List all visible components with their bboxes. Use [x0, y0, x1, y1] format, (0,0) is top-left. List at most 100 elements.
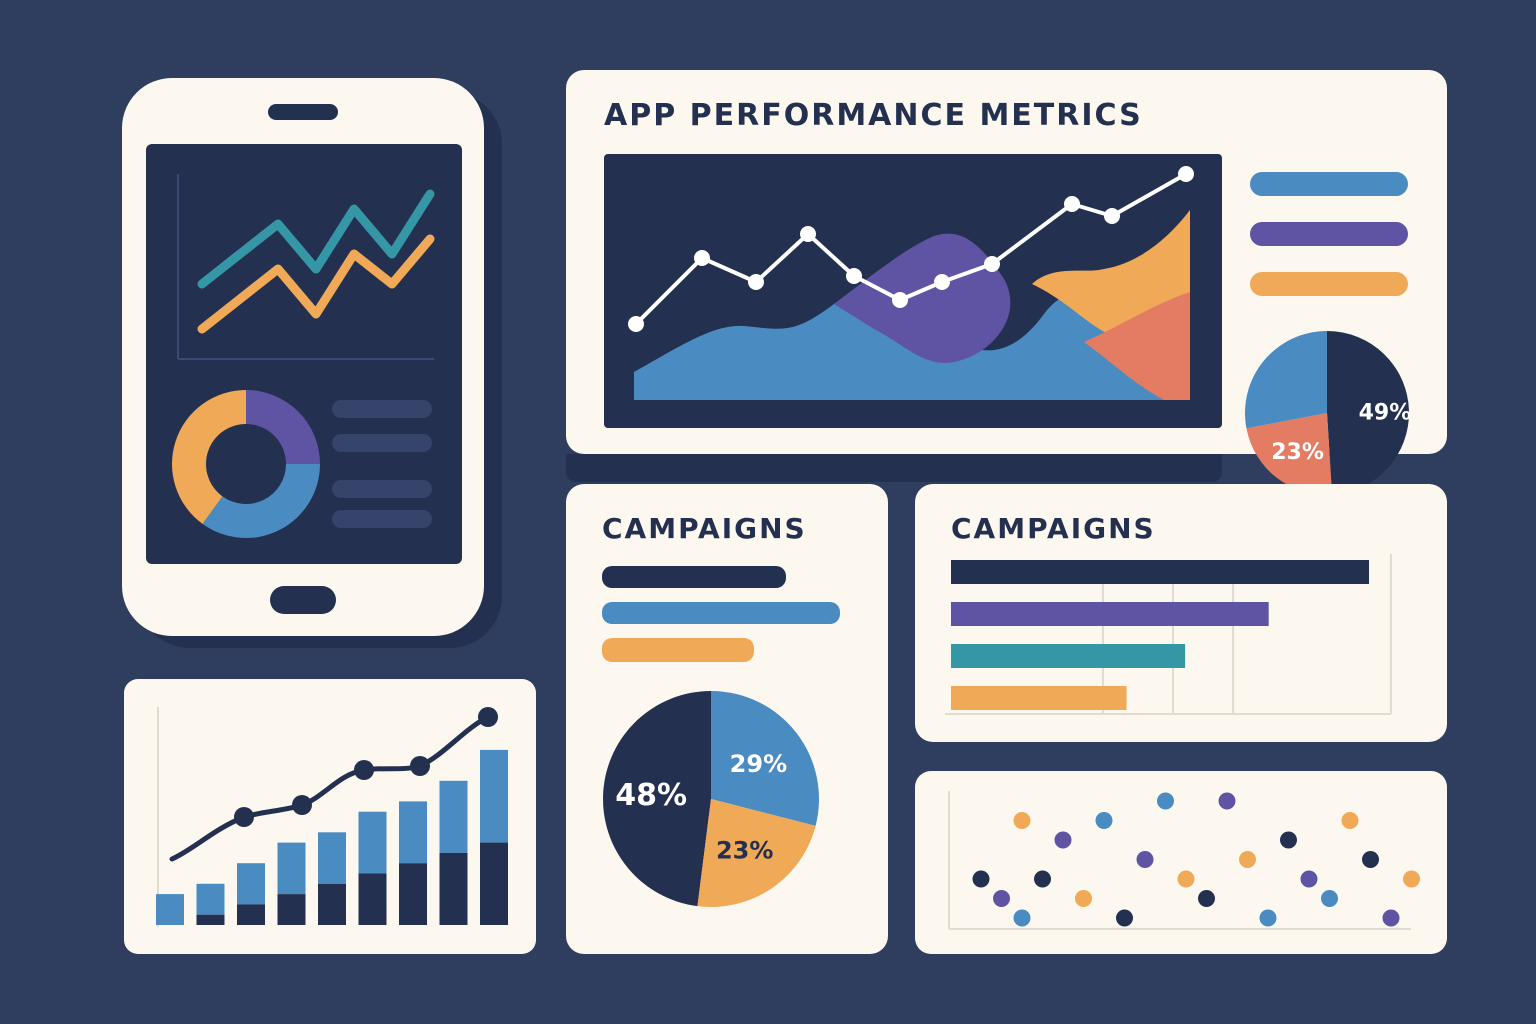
scatter-point [1116, 909, 1133, 927]
campaigns-pie-slice-navy [602, 691, 711, 907]
campaigns-pie-slice-blue [711, 691, 819, 826]
growth-bar-blue [439, 780, 468, 853]
scatter-point [1075, 890, 1092, 907]
scatter-point [1218, 792, 1236, 810]
metrics-pie-chart: 49% 23% [1245, 331, 1412, 495]
campaigns-pie-chart: 48% 29% 23% [602, 691, 819, 907]
metrics-line-point [984, 256, 1000, 272]
phone-line-chart [177, 174, 435, 360]
scatter-point [1321, 890, 1338, 907]
scatter-point [1136, 851, 1154, 868]
growth-line-point [234, 807, 254, 827]
campaigns-right-card: CAMPAIGNS [915, 484, 1447, 742]
scatter-point [1341, 812, 1359, 829]
metrics-pie-slice-coral [1246, 413, 1333, 495]
scatter-point [1013, 909, 1031, 927]
scatter-point [1382, 909, 1400, 927]
metrics-line-point [694, 250, 710, 266]
growth-bar-blue [399, 801, 427, 864]
phone-placeholder-row [332, 510, 432, 528]
hbar-teal [951, 644, 1186, 668]
scatter-card [915, 771, 1447, 954]
campaigns-pie-label: 48% [615, 778, 687, 813]
metrics-scroll-bar[interactable] [566, 454, 1222, 482]
metrics-title: APP PERFORMANCE METRICS [604, 98, 1143, 133]
scatter-point [1095, 812, 1113, 829]
growth-bar-navy [439, 852, 468, 925]
metrics-pie-slice-blue [1245, 331, 1327, 429]
campaigns-right-title: CAMPAIGNS [951, 512, 1156, 545]
phone-placeholder-row [332, 480, 432, 498]
phone-device [122, 78, 484, 636]
metrics-chart-frame [604, 154, 1222, 428]
growth-bar-blue [480, 749, 508, 843]
hbar-navy [951, 560, 1369, 584]
growth-bar-navy [480, 842, 508, 925]
growth-bar-navy [196, 914, 225, 925]
growth-line [169, 714, 491, 862]
growth-line-point [292, 795, 312, 815]
phone-speaker [268, 104, 338, 120]
scatter-point [1054, 831, 1072, 849]
campaign-bar-blue [602, 602, 840, 624]
scatter-point [993, 890, 1010, 907]
metrics-line-point [892, 292, 908, 308]
phone-screen [146, 144, 462, 564]
metrics-line-point [934, 274, 950, 290]
growth-bar-blue [237, 863, 265, 905]
growth-bar-blue [358, 811, 387, 874]
campaigns-left-title: CAMPAIGNS [602, 512, 807, 545]
campaigns-pie-slice-orange [697, 799, 816, 907]
phone-donut-slice-orange [171, 390, 246, 524]
legend-bar-blue [1250, 172, 1408, 196]
metrics-line-point [1104, 208, 1120, 224]
area-coral [1084, 292, 1190, 400]
hbar-orange [951, 686, 1127, 710]
growth-bar-navy [399, 863, 427, 925]
phone-placeholder-row [332, 400, 432, 418]
scatter-point [1259, 909, 1277, 927]
phone-donut-chart [171, 390, 320, 538]
scatter-point [972, 870, 990, 888]
metrics-area-chart [628, 166, 1194, 400]
phone-home-button[interactable] [270, 586, 336, 614]
scatter-point [1177, 870, 1195, 888]
growth-bar-navy [277, 894, 306, 925]
area-purple [834, 233, 1011, 363]
scatter-point [1034, 870, 1051, 888]
metrics-line-point [1064, 196, 1080, 212]
campaigns-horizontal-bar-chart [945, 554, 1392, 715]
metrics-line-point [628, 316, 644, 332]
growth-bar-navy [237, 904, 265, 925]
phone-donut-slice-purple [246, 390, 320, 464]
hbar-purple [951, 602, 1269, 626]
scatter-point [1403, 870, 1420, 888]
metrics-line-point [748, 274, 764, 290]
metrics-line-point [846, 268, 862, 284]
campaigns-pie-label: 29% [730, 750, 787, 778]
scatter-point [1013, 812, 1031, 829]
growth-bar-navy [318, 883, 346, 925]
growth-bar-blue [318, 832, 346, 884]
metrics-pie-label: 49% [1359, 400, 1412, 425]
phone-line-series-orange [197, 234, 435, 334]
phone-donut-slice-blue [202, 464, 320, 538]
phone-line-series-teal [197, 189, 435, 289]
dots-scatter-chart [948, 791, 1420, 930]
growth-bar-blue [277, 842, 306, 895]
metrics-pie-label: 23% [1271, 440, 1324, 465]
growth-line-point [478, 707, 498, 727]
metrics-line-point [1178, 166, 1194, 182]
phone-placeholder-row [332, 434, 432, 452]
growth-card [124, 679, 536, 954]
scatter-point [1280, 831, 1297, 849]
scatter-point [1362, 851, 1379, 868]
campaigns-pie-label: 23% [716, 837, 773, 865]
metrics-line-point [800, 226, 816, 242]
growth-line-point [354, 760, 374, 780]
campaign-bar-orange [602, 638, 754, 662]
growth-bar-blue [196, 883, 225, 915]
scatter-point [1300, 870, 1318, 888]
campaign-bar-navy [602, 566, 786, 588]
growth-bar-blue [156, 894, 184, 925]
